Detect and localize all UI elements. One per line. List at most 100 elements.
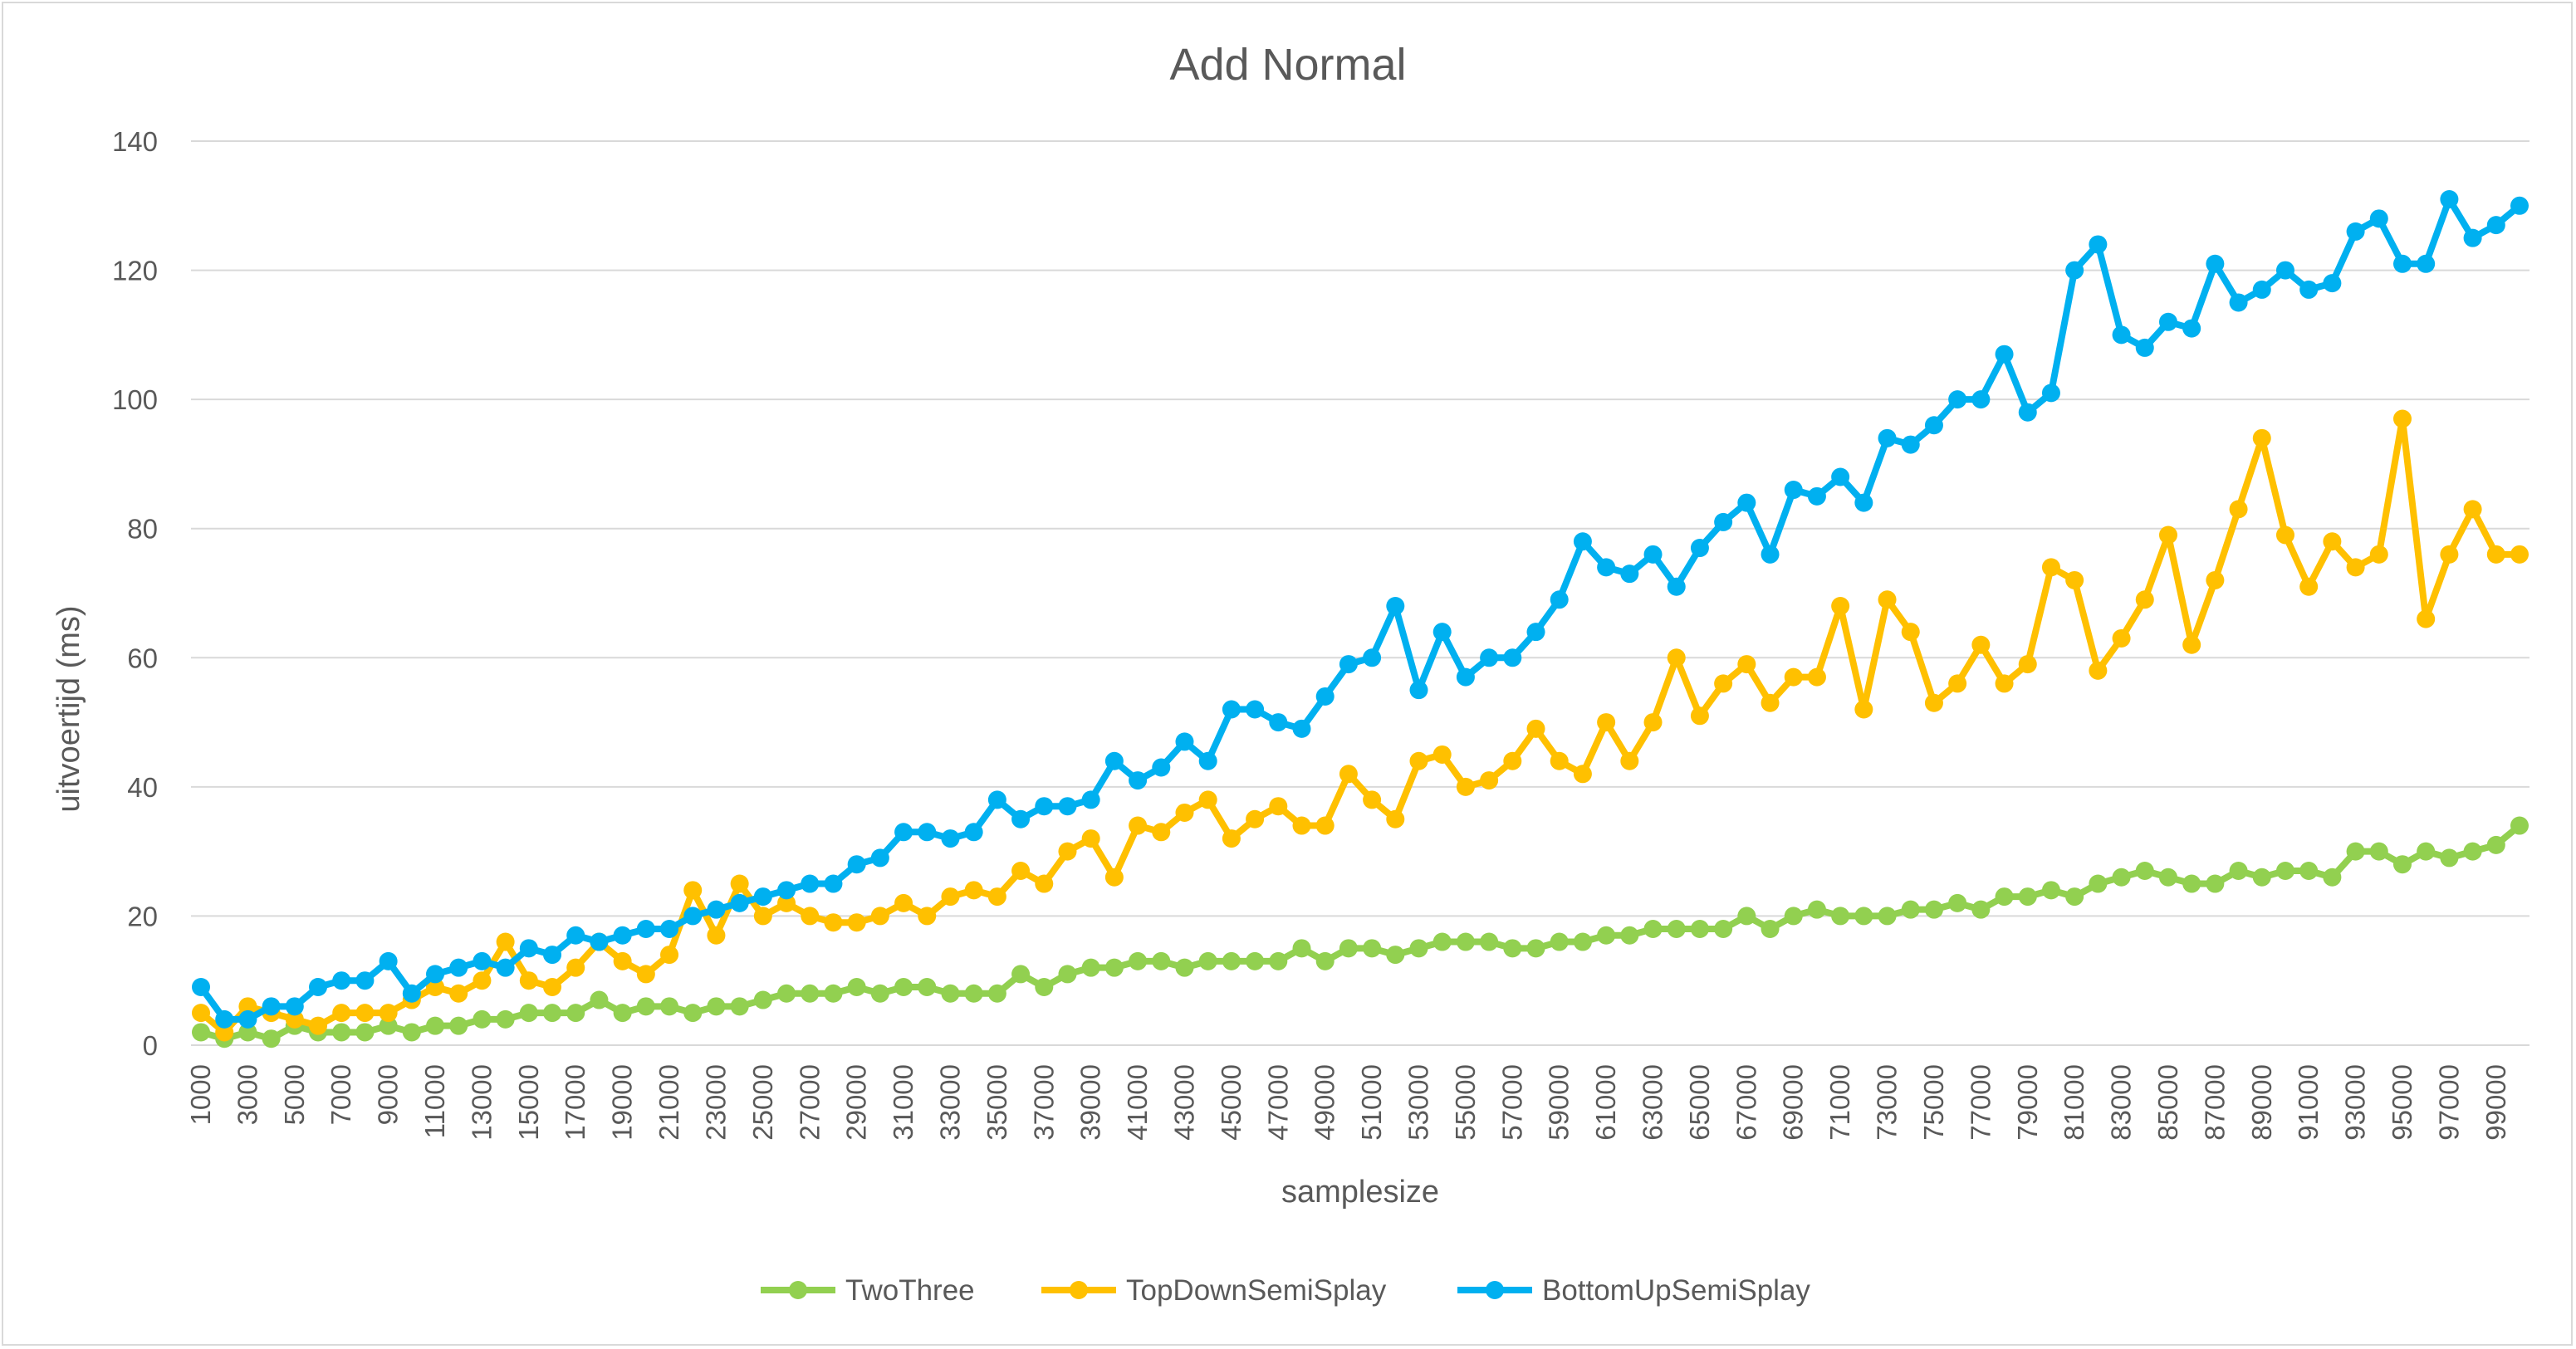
x-tick-label: 51000 bbox=[1356, 1064, 1387, 1141]
data-point bbox=[683, 907, 703, 926]
data-point bbox=[1807, 900, 1826, 919]
data-point bbox=[1198, 751, 1217, 770]
data-point bbox=[2182, 635, 2201, 654]
data-point bbox=[1761, 545, 1780, 564]
data-point bbox=[1597, 713, 1616, 732]
data-point bbox=[238, 1009, 257, 1029]
data-point bbox=[473, 951, 492, 970]
x-tick-label: 75000 bbox=[1918, 1064, 1949, 1141]
data-point bbox=[987, 984, 1006, 1003]
x-tick-label: 49000 bbox=[1310, 1064, 1340, 1141]
data-point bbox=[2089, 235, 2108, 254]
data-point bbox=[1924, 900, 1943, 919]
data-point bbox=[2158, 868, 2177, 887]
data-point bbox=[1081, 958, 1100, 977]
data-point bbox=[777, 881, 796, 900]
data-point bbox=[449, 1016, 468, 1035]
data-point bbox=[2206, 570, 2225, 589]
data-point bbox=[2417, 254, 2436, 273]
data-point bbox=[449, 984, 468, 1003]
x-tick-label: 73000 bbox=[1872, 1064, 1903, 1141]
series-group bbox=[192, 190, 2529, 1048]
data-point bbox=[918, 977, 937, 996]
y-tick-label: 60 bbox=[127, 643, 158, 673]
data-point bbox=[1058, 842, 1077, 861]
y-tick-label: 80 bbox=[127, 514, 158, 545]
data-point bbox=[660, 946, 679, 965]
data-point bbox=[2486, 216, 2505, 235]
data-point bbox=[1081, 790, 1100, 809]
data-point bbox=[285, 1009, 304, 1029]
data-point bbox=[2065, 261, 2084, 280]
data-point bbox=[918, 907, 937, 926]
data-point bbox=[1854, 493, 1873, 512]
data-point bbox=[730, 874, 749, 893]
legend-marker bbox=[789, 1281, 807, 1299]
x-tick-label: 47000 bbox=[1262, 1064, 1293, 1141]
data-point bbox=[215, 1023, 234, 1042]
data-point bbox=[964, 881, 983, 900]
data-point bbox=[1526, 623, 1545, 642]
data-point bbox=[2018, 403, 2037, 422]
data-point bbox=[1409, 751, 1428, 770]
data-point bbox=[1948, 674, 1967, 693]
x-tick-label: 35000 bbox=[982, 1064, 1012, 1141]
data-point bbox=[590, 990, 609, 1009]
data-point bbox=[192, 977, 210, 996]
data-point bbox=[1339, 655, 1358, 674]
x-tick-label: 55000 bbox=[1450, 1064, 1481, 1141]
data-point bbox=[426, 977, 445, 996]
data-point bbox=[2275, 261, 2294, 280]
data-point bbox=[2510, 545, 2529, 564]
data-point bbox=[2252, 868, 2271, 887]
data-point bbox=[1152, 951, 1171, 970]
data-point bbox=[2463, 228, 2482, 247]
data-point bbox=[941, 984, 960, 1003]
data-point bbox=[1386, 809, 1405, 828]
data-point bbox=[1573, 932, 1592, 951]
data-point bbox=[1081, 829, 1100, 848]
data-point bbox=[1643, 713, 1663, 732]
x-tick-label: 71000 bbox=[1824, 1064, 1855, 1141]
data-point bbox=[1831, 467, 1850, 486]
data-point bbox=[332, 971, 351, 990]
data-point bbox=[2417, 842, 2436, 861]
data-point bbox=[1807, 667, 1826, 687]
x-tick-label: 89000 bbox=[2246, 1064, 2277, 1141]
data-point bbox=[2392, 409, 2412, 428]
data-point bbox=[1432, 932, 1452, 951]
data-point bbox=[1597, 558, 1616, 577]
x-tick-label: 1000 bbox=[185, 1064, 216, 1125]
data-point bbox=[1620, 926, 1639, 945]
data-point bbox=[987, 887, 1006, 907]
data-point bbox=[2346, 222, 2365, 241]
data-point bbox=[426, 965, 445, 984]
data-point bbox=[730, 997, 749, 1016]
data-point bbox=[918, 823, 937, 842]
x-tick-label: 93000 bbox=[2340, 1064, 2371, 1141]
data-point bbox=[1667, 577, 1686, 596]
series-line bbox=[198, 196, 2523, 1023]
data-point bbox=[1035, 874, 1054, 893]
data-point bbox=[1995, 887, 2014, 907]
data-point bbox=[566, 958, 585, 977]
data-point bbox=[1737, 907, 1756, 926]
data-point bbox=[1222, 700, 1241, 719]
data-point bbox=[941, 887, 960, 907]
data-point bbox=[1269, 797, 1288, 816]
data-point bbox=[660, 919, 679, 938]
data-point bbox=[753, 990, 772, 1009]
data-point bbox=[613, 1004, 632, 1023]
data-point bbox=[332, 1023, 351, 1042]
data-point bbox=[1878, 428, 1897, 447]
y-tick-label: 120 bbox=[112, 256, 158, 286]
data-point bbox=[1363, 648, 1382, 667]
data-point bbox=[1550, 590, 1569, 609]
data-point bbox=[707, 997, 726, 1016]
data-point bbox=[1597, 926, 1616, 945]
x-tick-label: 91000 bbox=[2293, 1064, 2324, 1141]
data-point bbox=[238, 1023, 257, 1042]
data-point bbox=[2275, 861, 2294, 880]
data-point bbox=[1503, 939, 1522, 958]
data-point bbox=[1129, 816, 1148, 835]
